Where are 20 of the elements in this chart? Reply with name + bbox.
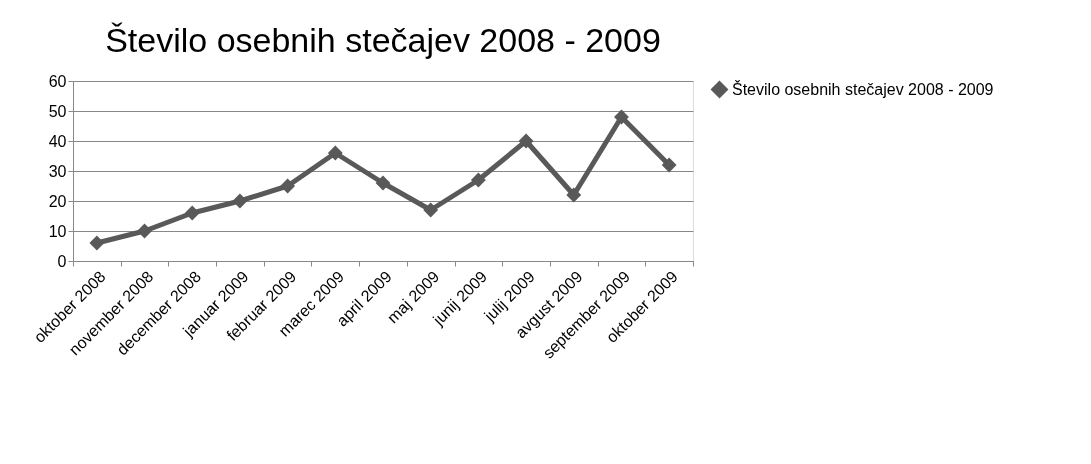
point [184,205,200,221]
y-tick-label: 50 [48,102,67,120]
y-tick-label: 0 [57,252,67,270]
y-tick-label: 40 [48,132,67,150]
y-tick-label: 10 [48,222,67,240]
y-tick-label: 20 [48,192,67,210]
y-tick-label: 30 [48,162,67,180]
point [423,202,439,218]
point [280,178,296,194]
point [661,157,677,173]
chart-title: Število osebnih stečajev 2008 - 2009 [105,21,661,59]
y-tick-label: 60 [48,72,67,90]
point [232,193,248,209]
point [375,175,391,191]
point [327,145,343,161]
point [89,235,105,251]
point [470,172,486,188]
legend-label: Število osebnih stečajev 2008 - 2009 [732,79,994,98]
point [518,133,534,149]
point [566,187,582,203]
